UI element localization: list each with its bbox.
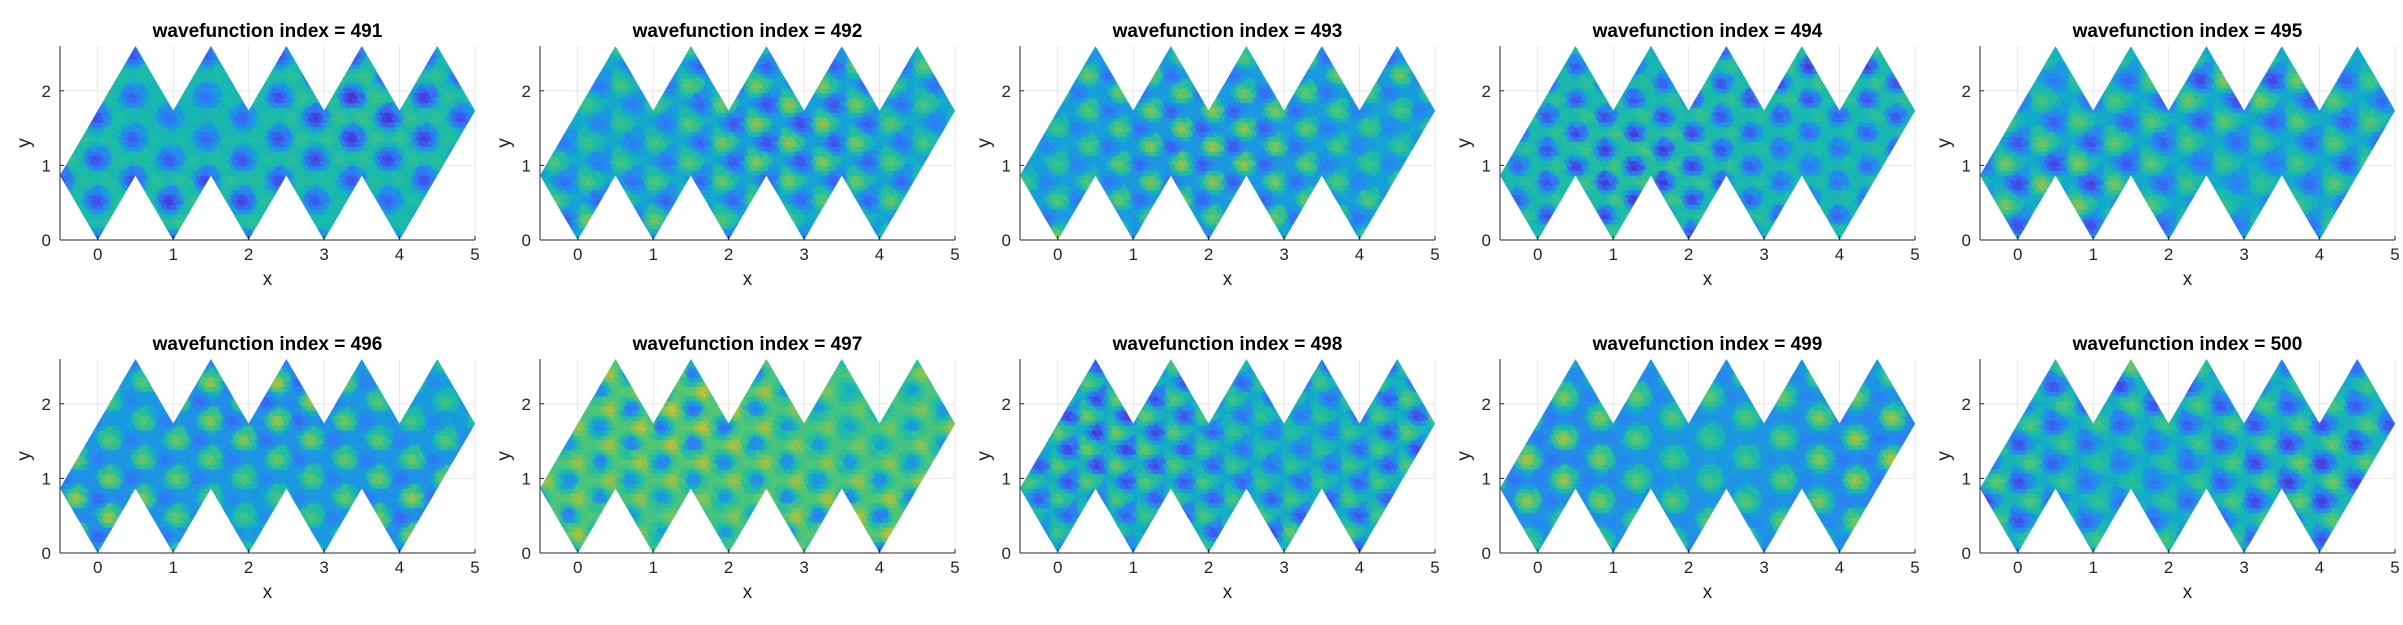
y-axis-label: y bbox=[14, 138, 35, 148]
x-tick-label: 5 bbox=[950, 245, 959, 264]
subplot-title: wavefunction index = 492 bbox=[632, 21, 863, 42]
x-tick-label: 5 bbox=[470, 245, 479, 264]
subplot-title: wavefunction index = 491 bbox=[152, 21, 383, 42]
y-tick-label: 2 bbox=[42, 82, 51, 101]
x-tick-label: 2 bbox=[244, 245, 253, 264]
x-tick-label: 2 bbox=[724, 245, 733, 264]
x-tick-label: 4 bbox=[395, 245, 404, 264]
x-tick-label: 3 bbox=[319, 245, 328, 264]
x-tick-label: 3 bbox=[799, 245, 808, 264]
y-tick-label: 1 bbox=[522, 156, 531, 175]
x-tick-label: 1 bbox=[168, 245, 177, 264]
x-axis-label: x bbox=[263, 269, 273, 290]
x-tick-label: 4 bbox=[875, 245, 884, 264]
y-tick-label: 2 bbox=[522, 82, 531, 101]
x-axis-label: x bbox=[743, 269, 753, 290]
y-tick-label: 1 bbox=[42, 156, 51, 175]
x-tick-label: 0 bbox=[573, 245, 582, 264]
x-tick-label: 0 bbox=[93, 245, 102, 264]
x-tick-label: 1 bbox=[648, 245, 657, 264]
y-tick-label: 0 bbox=[42, 231, 51, 250]
y-tick-label: 0 bbox=[522, 231, 531, 250]
y-axis-label: y bbox=[494, 138, 515, 148]
